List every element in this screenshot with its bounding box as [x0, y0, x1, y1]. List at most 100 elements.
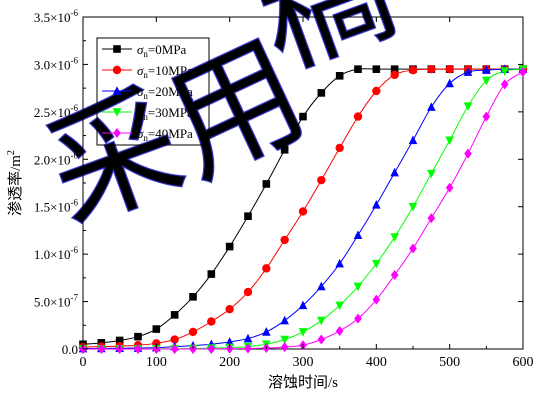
- watermark: 采用稿: [27, 0, 413, 252]
- data-point: [243, 287, 253, 297]
- data-point: [262, 327, 271, 336]
- x-tick-label: 500: [439, 355, 460, 370]
- data-point: [427, 64, 436, 74]
- x-tick-label: 100: [146, 355, 167, 370]
- data-point: [482, 65, 491, 74]
- data-point: [354, 65, 362, 73]
- x-tick-label: 400: [366, 355, 387, 370]
- data-point: [372, 294, 381, 305]
- y-tick-label: 3.0×10-6: [34, 55, 79, 72]
- data-point: [243, 333, 253, 343]
- data-point: [372, 200, 381, 209]
- data-point: [372, 65, 381, 73]
- data-point: [427, 213, 436, 224]
- data-point: [390, 233, 399, 242]
- data-point: [408, 135, 418, 145]
- data-point: [317, 175, 326, 185]
- y-tick-label: 2.0×10-6: [34, 150, 79, 167]
- data-point: [225, 242, 234, 251]
- data-point: [445, 64, 454, 74]
- data-point: [298, 328, 308, 337]
- data-point: [317, 316, 326, 326]
- data-point: [97, 344, 106, 354]
- data-point: [112, 86, 122, 95]
- data-point: [519, 67, 527, 78]
- data-point: [500, 67, 509, 76]
- legend-entry: σn=10MPa: [102, 63, 193, 80]
- legend-entry: σn=30MPa: [102, 105, 193, 122]
- data-point: [113, 45, 121, 53]
- data-point: [317, 89, 326, 97]
- data-point: [280, 315, 289, 325]
- y-tick-label: 1.0×10-6: [34, 245, 79, 262]
- y-tick-label: 3.5×10-6: [34, 8, 79, 25]
- data-point: [408, 202, 418, 212]
- data-point: [280, 342, 289, 353]
- data-point: [280, 335, 289, 345]
- data-point: [390, 270, 399, 281]
- data-point: [225, 304, 234, 314]
- data-point: [335, 72, 344, 80]
- data-point: [409, 243, 417, 254]
- data-point: [134, 344, 142, 354]
- legend-entry: σn=40MPa: [102, 126, 193, 143]
- data-point: [115, 336, 124, 345]
- data-point: [280, 146, 289, 154]
- data-point: [225, 337, 234, 346]
- data-point: [207, 270, 216, 278]
- data-point: [390, 70, 399, 80]
- data-point: [482, 111, 491, 122]
- data-point: [372, 259, 381, 269]
- data-point: [262, 264, 271, 273]
- data-point: [134, 332, 142, 341]
- y-tick-label: 0.0: [62, 342, 78, 357]
- data-point: [335, 258, 344, 268]
- data-point: [445, 136, 454, 146]
- legend: σn=0MPa σn=10MPa σn=20MPa σn=30MPa σn=40MPa: [96, 37, 210, 146]
- legend-box: [96, 37, 210, 146]
- data-point: [317, 281, 326, 291]
- y-axis-title: 渗透率/m2: [6, 150, 24, 216]
- data-point: [353, 230, 363, 239]
- data-point: [335, 325, 344, 336]
- data-point: [170, 335, 179, 344]
- data-point: [390, 65, 399, 73]
- data-point: [482, 76, 491, 86]
- data-point: [298, 207, 308, 216]
- legend-entry: σn=0MPa: [102, 42, 187, 59]
- data-point: [244, 212, 252, 220]
- legend-entry: σn=20MPa: [102, 84, 193, 101]
- x-tick-label: 600: [513, 355, 534, 370]
- data-point: [298, 300, 308, 310]
- data-point: [170, 344, 179, 354]
- legend-label: σn=20MPa: [137, 84, 193, 101]
- data-point: [353, 112, 363, 121]
- data-point: [390, 167, 399, 177]
- data-point: [244, 343, 252, 354]
- data-point: [427, 102, 436, 111]
- y-tick-label: 1.5×10-6: [34, 198, 79, 215]
- legend-label: σn=0MPa: [137, 42, 187, 59]
- y-tick-label: 2.5×10-6: [34, 103, 79, 120]
- data-point: [262, 180, 271, 188]
- data-point: [112, 65, 122, 75]
- x-tick-label: 200: [219, 355, 240, 370]
- legend-label: σn=10MPa: [137, 63, 193, 80]
- data-point: [372, 86, 381, 96]
- data-point: [189, 293, 197, 301]
- x-tick-label: 300: [293, 355, 314, 370]
- data-point: [113, 128, 121, 138]
- data-point: [354, 313, 362, 324]
- data-point: [299, 112, 307, 121]
- axes: 0 100 200 300 400 500 600 0.0 5.0×10-7 1.0×10-6 1.…: [6, 8, 534, 391]
- data-point: [152, 325, 161, 333]
- data-point: [207, 317, 216, 326]
- legend-label: σn=40MPa: [137, 126, 193, 143]
- data-point: [112, 108, 122, 117]
- y-tick-label: 5.0×10-7: [34, 293, 79, 310]
- x-tick-label: 0: [80, 355, 87, 370]
- data-point: [427, 169, 436, 179]
- data-point: [445, 78, 454, 88]
